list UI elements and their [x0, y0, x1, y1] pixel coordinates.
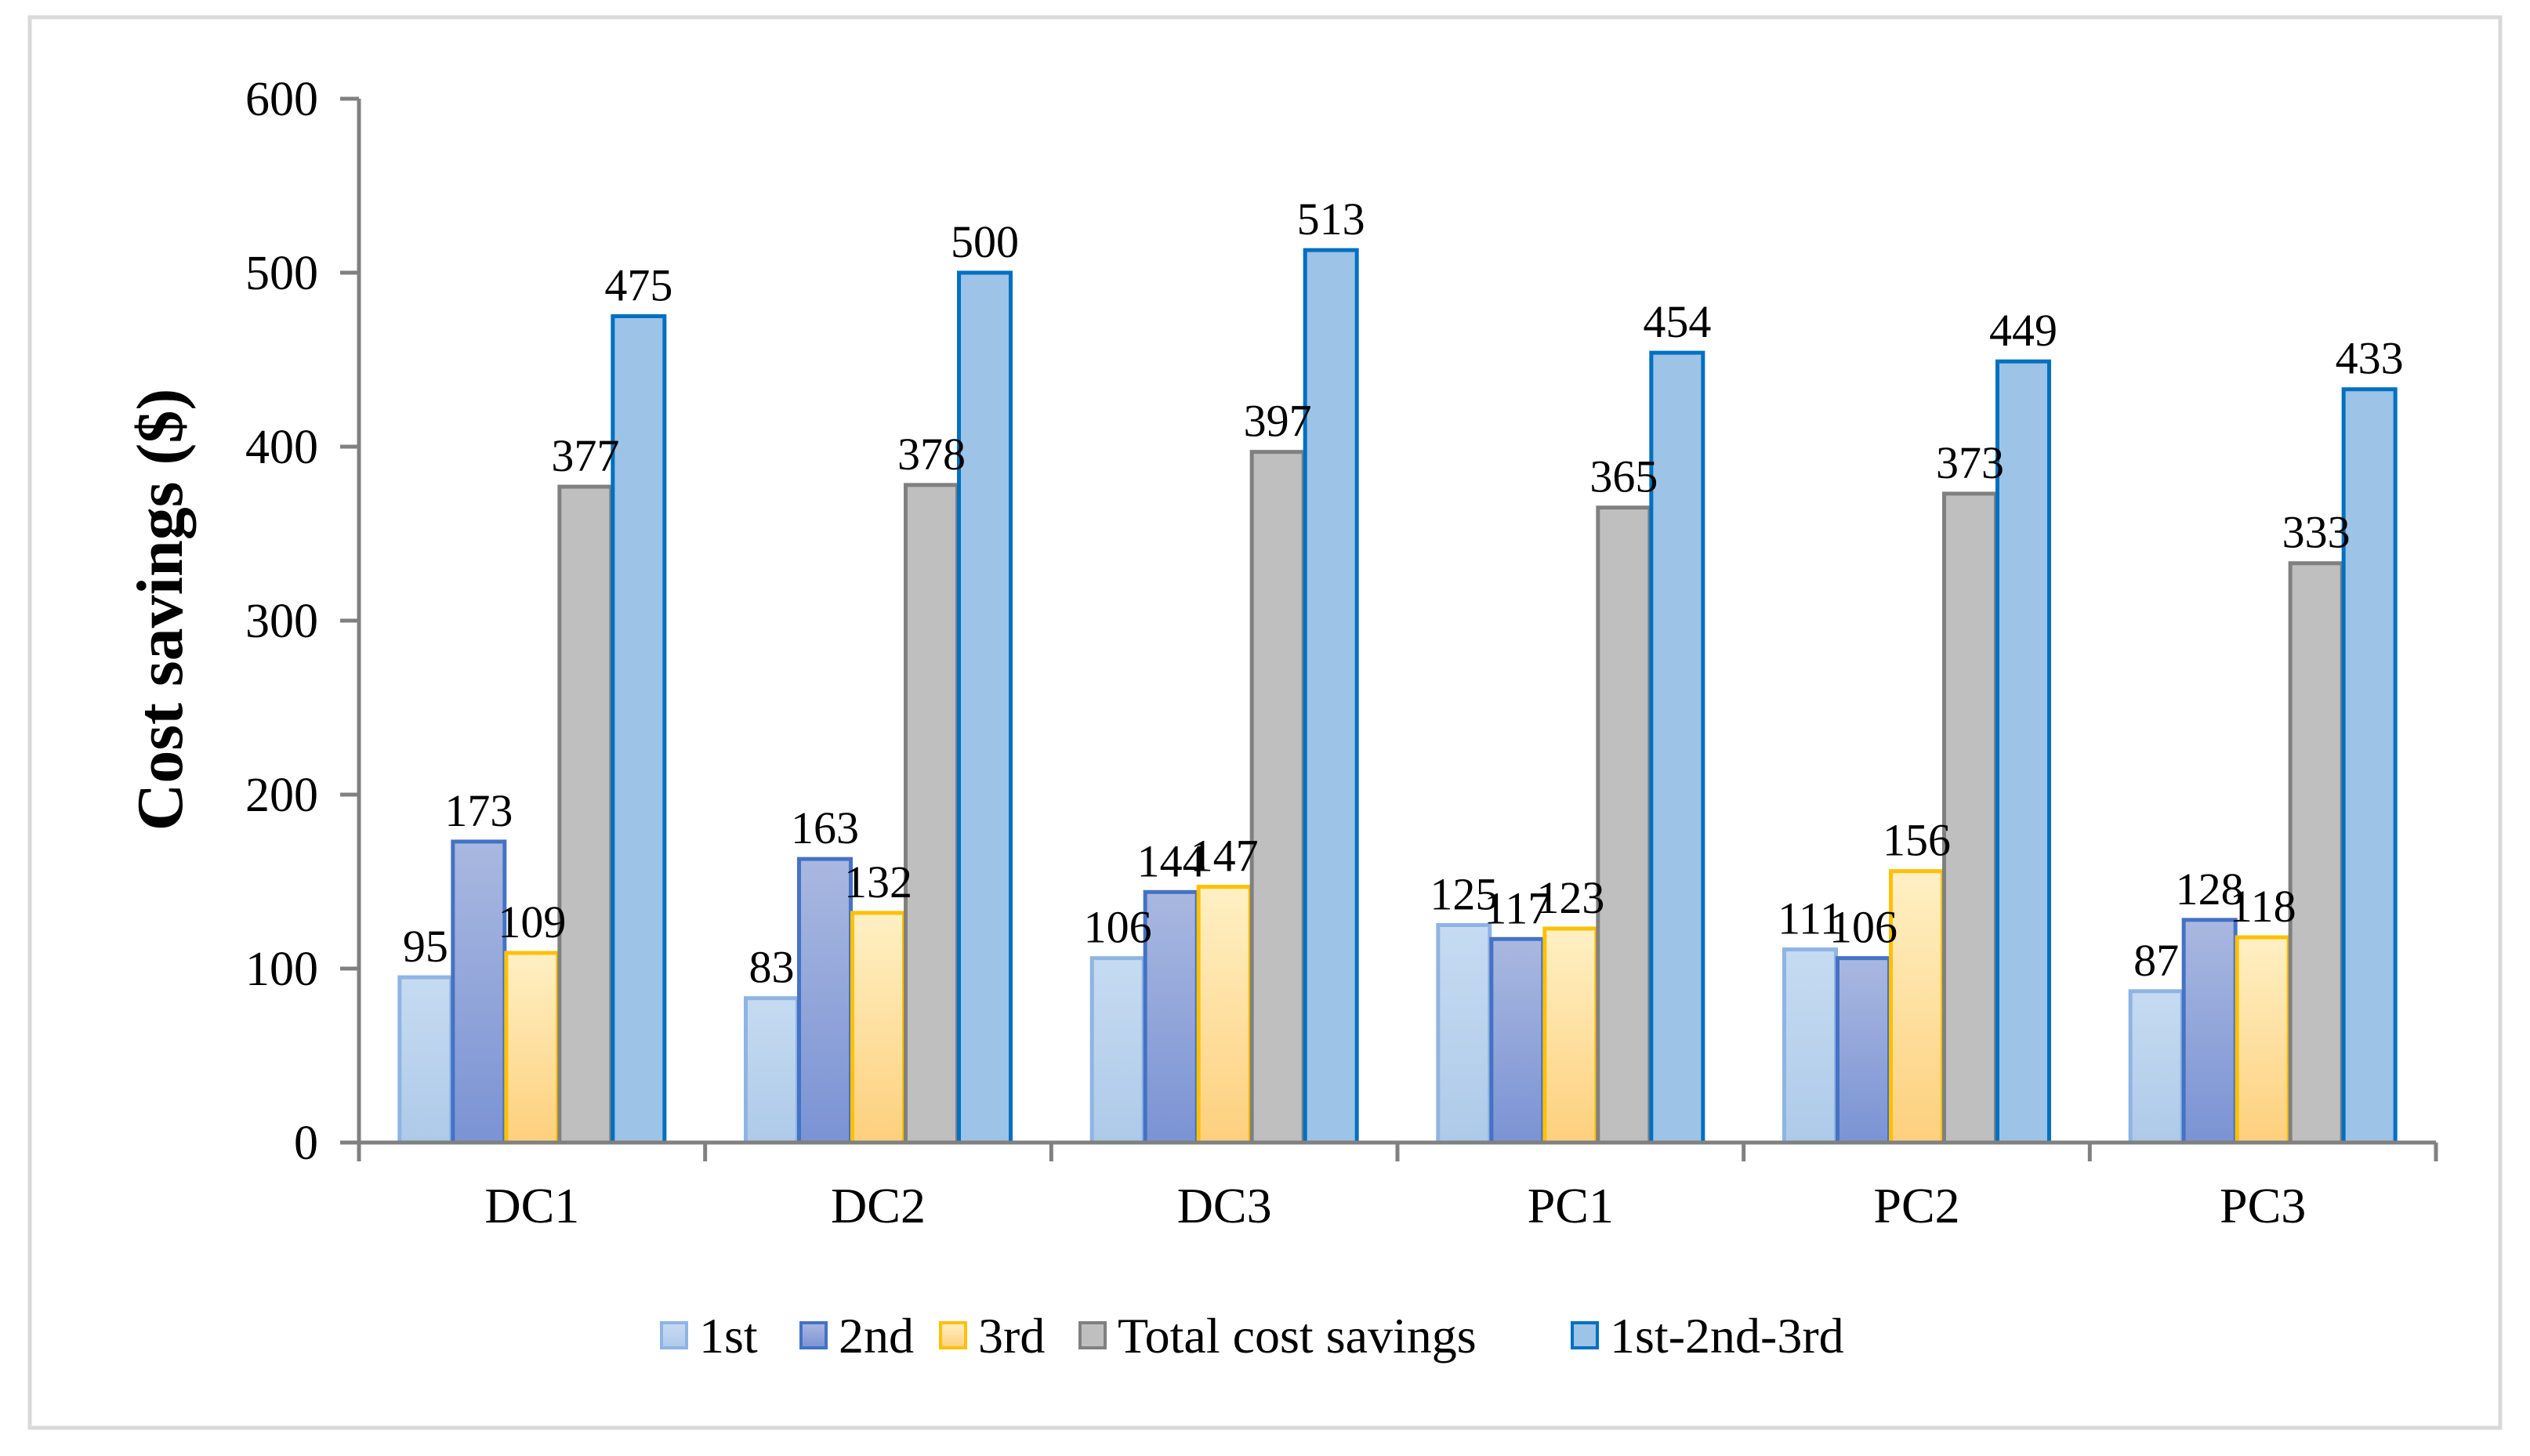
- x-category-label-pc3: PC3: [2220, 1178, 2306, 1233]
- data-label-2nd-dc1: 173: [444, 785, 513, 836]
- legend: 1st 2nd 3rd Total cost savings 1st-2nd-3rd: [660, 1308, 1844, 1364]
- bar-1st-pc3: [2128, 989, 2184, 1145]
- data-label-1st-2nd-3rd-dc2: 500: [951, 216, 1019, 267]
- legend-swatch-2nd: [799, 1321, 828, 1349]
- bar-1st-2nd-3rd-dc3: [1303, 248, 1359, 1145]
- data-label-3rd-dc3: 147: [1191, 831, 1259, 882]
- x-category-label-dc3: DC3: [1177, 1178, 1272, 1233]
- legend-swatch-1st: [660, 1321, 688, 1349]
- data-label-total-cost-savings-dc1: 377: [551, 430, 619, 481]
- legend-label-2nd: 2nd: [839, 1308, 914, 1364]
- data-label-1st-dc1: 95: [403, 921, 448, 972]
- data-label-2nd-pc2: 106: [1829, 902, 1897, 953]
- bar-1st-2nd-3rd-pc2: [1995, 359, 2051, 1145]
- data-label-total-cost-savings-pc3: 333: [2282, 507, 2351, 558]
- bar-3rd-pc1: [1542, 926, 1599, 1145]
- bar-1st-pc2: [1782, 947, 1838, 1145]
- bar-2nd-dc1: [451, 839, 507, 1145]
- bar-2nd-dc3: [1143, 889, 1199, 1145]
- legend-swatch-1st-2nd-3rd: [1571, 1321, 1599, 1349]
- data-label-1st-pc1: 125: [1430, 869, 1498, 920]
- data-label-total-cost-savings-dc3: 397: [1244, 396, 1312, 447]
- x-category-label-pc2: PC2: [1873, 1178, 1959, 1233]
- x-category-label-dc2: DC2: [831, 1178, 926, 1233]
- bar-1st-pc1: [1436, 923, 1492, 1145]
- data-label-3rd-dc1: 109: [498, 896, 566, 947]
- data-label-3rd-pc3: 118: [2230, 881, 2296, 932]
- data-label-1st-pc3: 87: [2133, 935, 2179, 986]
- x-axis-category-labels: DC1 DC2 DC3 PC1 PC2 PC3: [484, 1178, 2306, 1233]
- bar-3rd-dc2: [850, 911, 906, 1145]
- bar-1st-2nd-3rd-pc3: [2341, 387, 2398, 1145]
- bar-series-group: [397, 248, 2398, 1145]
- x-axis-ticks: [357, 1143, 2438, 1161]
- data-label-1st-2nd-3rd-pc3: 433: [2336, 333, 2404, 384]
- legend-label-1st-2nd-3rd: 1st-2nd-3rd: [1610, 1308, 1844, 1364]
- bar-3rd-dc1: [504, 951, 560, 1145]
- data-label-2nd-dc3: 144: [1137, 835, 1205, 886]
- bar-3rd-pc2: [1889, 869, 1945, 1145]
- bar-1st-2nd-3rd-dc1: [611, 314, 667, 1145]
- bar-1st-dc1: [397, 975, 454, 1145]
- data-label-1st-dc3: 106: [1084, 902, 1152, 953]
- y-axis-ticks: 0 100 200 300 400 500 600: [245, 73, 359, 1170]
- y-tick-label: 200: [245, 769, 318, 822]
- legend-swatch-total-cost-savings: [1078, 1321, 1107, 1349]
- bar-2nd-pc2: [1836, 956, 1891, 1145]
- bar-1st-2nd-3rd-dc2: [957, 270, 1013, 1145]
- y-tick-label: 400: [245, 421, 318, 474]
- y-tick-label: 100: [245, 943, 318, 996]
- data-label-total-cost-savings-pc2: 373: [1936, 437, 2004, 488]
- data-label-total-cost-savings-dc2: 378: [897, 429, 966, 480]
- data-label-2nd-dc2: 163: [791, 802, 859, 853]
- data-label-1st-2nd-3rd-pc1: 454: [1643, 296, 1711, 347]
- bar-2nd-dc2: [797, 857, 853, 1145]
- y-tick-label: 600: [245, 73, 318, 126]
- bar-1st-dc2: [744, 996, 799, 1145]
- bar-1st-2nd-3rd-pc1: [1649, 350, 1705, 1145]
- bar-total-cost-savings-pc1: [1596, 505, 1652, 1145]
- data-label-1st-2nd-3rd-dc3: 513: [1297, 194, 1365, 244]
- data-label-2nd-pc3: 128: [2176, 864, 2244, 915]
- y-tick-label: 500: [245, 247, 318, 300]
- bar-3rd-pc3: [2235, 935, 2291, 1145]
- bar-total-cost-savings-pc2: [1942, 491, 1998, 1145]
- data-label-3rd-pc2: 156: [1883, 815, 1951, 866]
- data-label-1st-dc2: 83: [749, 942, 795, 993]
- legend-label-3rd: 3rd: [978, 1308, 1045, 1364]
- x-category-label-dc1: DC1: [484, 1178, 579, 1233]
- y-tick-label: 300: [245, 595, 318, 648]
- legend-swatch-3rd: [939, 1321, 967, 1349]
- data-label-2nd-pc1: 117: [1484, 882, 1550, 933]
- legend-label-total-cost-savings: Total cost savings: [1118, 1308, 1477, 1364]
- bar-total-cost-savings-dc3: [1249, 450, 1306, 1145]
- y-axis-label: Cost savings ($): [124, 389, 197, 831]
- y-tick-label: 0: [294, 1117, 318, 1170]
- bar-1st-dc3: [1089, 956, 1146, 1145]
- bar-2nd-pc3: [2181, 918, 2238, 1145]
- data-label-1st-2nd-3rd-dc1: 475: [604, 260, 672, 311]
- legend-label-1st: 1st: [699, 1308, 758, 1364]
- bar-2nd-pc1: [1489, 936, 1546, 1145]
- bar-total-cost-savings-dc2: [904, 483, 959, 1145]
- data-label-3rd-pc1: 123: [1536, 872, 1604, 923]
- data-label-total-cost-savings-pc1: 365: [1589, 451, 1658, 502]
- bar-total-cost-savings-dc1: [557, 484, 614, 1145]
- bar-3rd-dc3: [1196, 885, 1252, 1145]
- data-label-3rd-dc2: 132: [844, 857, 912, 907]
- data-label-1st-pc2: 111: [1778, 893, 1843, 944]
- data-label-1st-2nd-3rd-pc2: 449: [1989, 305, 2057, 356]
- bar-total-cost-savings-pc3: [2288, 561, 2344, 1145]
- x-category-label-pc1: PC1: [1528, 1178, 1614, 1233]
